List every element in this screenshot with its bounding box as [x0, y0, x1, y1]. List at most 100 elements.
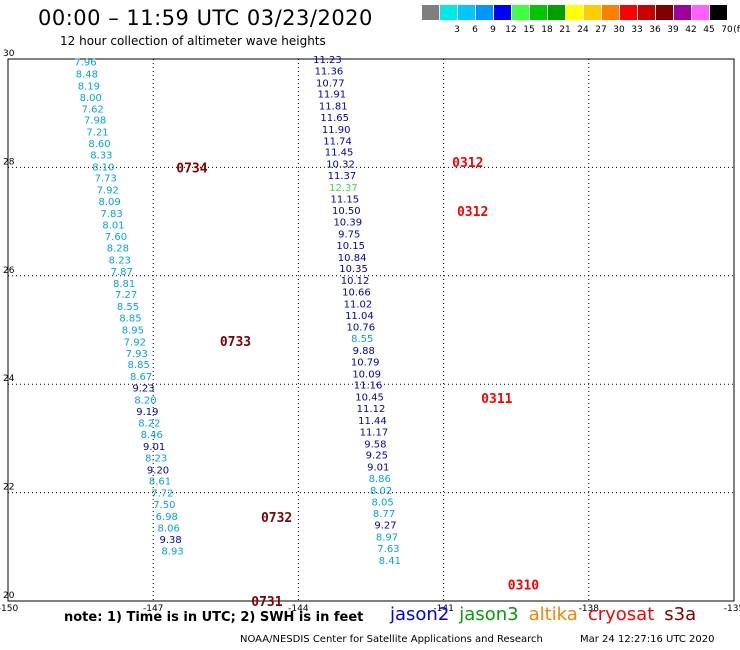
wave-height-value: 8.55: [351, 334, 373, 345]
wave-height-value: 8.86: [369, 474, 391, 485]
wave-height-value: 7.98: [84, 116, 106, 127]
satellite-cryosat: cryosat: [587, 604, 655, 625]
wave-height-value: 10.35: [339, 264, 368, 275]
wave-height-value: 10.84: [338, 253, 367, 264]
wave-height-value: 11.15: [331, 194, 360, 205]
wave-height-value: 8.23: [145, 453, 167, 464]
wave-height-value: 11.91: [317, 90, 346, 101]
wave-height-value: 11.37: [328, 171, 357, 182]
legend-swatch: [692, 5, 709, 20]
wave-height-value: 11.65: [320, 113, 349, 124]
wave-height-value: 7.92: [97, 186, 119, 197]
wave-height-value: 12.37: [329, 183, 358, 194]
wave-height-value: 7.92: [124, 337, 146, 348]
wave-height-value: 8.22: [138, 419, 160, 430]
wave-height-value: 11.12: [357, 404, 386, 415]
wave-height-value: 8.33: [90, 150, 112, 161]
wave-height-value: 8.28: [107, 244, 129, 255]
wave-height-value: 10.77: [316, 78, 345, 89]
legend-label: 27: [595, 25, 607, 35]
legend-swatch: [548, 5, 565, 20]
wave-height-value: 8.85: [119, 314, 141, 325]
legend-label: 70: [721, 25, 733, 35]
wave-height-value: 7.87: [111, 267, 133, 278]
wave-height-value: 10.79: [351, 357, 380, 368]
satellite-jason2: jason2: [390, 604, 450, 625]
wave-height-value: 7.96: [74, 58, 96, 69]
legend-swatch: [638, 5, 655, 20]
legend-swatch: [656, 5, 673, 20]
wave-height-value: 8.61: [149, 477, 171, 488]
pass-time-label: 0731: [251, 595, 282, 610]
pass-time-label: 0732: [261, 511, 292, 526]
satellite-jason3: jason3: [459, 604, 519, 625]
wave-height-value: 8.55: [117, 302, 139, 313]
wave-height-value: 9.25: [366, 451, 388, 462]
wave-height-value: 9.01: [143, 442, 165, 453]
wave-height-value: 10.09: [352, 369, 381, 380]
wave-height-value: 8.46: [141, 430, 163, 441]
wave-height-value: 7.27: [115, 290, 137, 301]
legend-label: 36: [649, 25, 661, 35]
wave-height-value: 8.01: [102, 220, 124, 231]
lat-tick-label: 28: [3, 157, 15, 167]
wave-height-value: 8.93: [161, 547, 183, 558]
wave-height-value: 10.66: [342, 288, 371, 299]
wave-height-value: 8.77: [373, 509, 395, 520]
legend-swatch: [530, 5, 547, 20]
wave-height-value: 8.23: [109, 256, 131, 267]
satellite-s3a: s3a: [664, 604, 697, 625]
wave-height-value: 8.19: [78, 82, 100, 93]
wave-height-value: 11.02: [344, 299, 373, 310]
wave-height-value: 8.81: [113, 279, 135, 290]
wave-height-value: 10.15: [336, 241, 365, 252]
map-title: 00:00 – 11:59 UTC 03/23/2020: [38, 6, 373, 30]
legend-unit: (ft): [733, 25, 740, 35]
legend-swatch: [422, 5, 439, 20]
wave-height-value: 8.00: [80, 93, 102, 104]
lon-tick-label: -141: [433, 604, 453, 614]
wave-height-value: 11.45: [325, 148, 354, 159]
legend-label: 21: [559, 25, 571, 35]
lat-tick-label: 24: [3, 374, 15, 384]
legend-swatch: [476, 5, 493, 20]
wave-height-value: 8.06: [158, 523, 180, 534]
wave-height-value: 8.60: [88, 139, 110, 150]
legend-swatch: [674, 5, 691, 20]
wave-height-value: 8.05: [371, 497, 393, 508]
legend-swatch: [584, 5, 601, 20]
wave-height-value: 11.74: [323, 136, 352, 147]
lon-tick-label: -135: [724, 604, 740, 614]
pass-time-label: 0312: [457, 205, 488, 220]
wave-height-value: 10.32: [326, 160, 355, 171]
wave-height-value: 8.41: [379, 556, 401, 567]
wave-height-value: 10.76: [347, 323, 376, 334]
wave-height-value: 7.60: [105, 232, 127, 243]
legend-swatch: [620, 5, 637, 20]
wave-height-value: 8.02: [370, 486, 392, 497]
wave-height-value: 11.90: [322, 125, 351, 136]
wave-height-value: 8.85: [128, 360, 150, 371]
wave-height-value: 8.09: [99, 197, 121, 208]
wave-height-value: 11.44: [358, 416, 387, 427]
legend-label: 15: [523, 25, 535, 35]
wave-height-value: 6.98: [156, 512, 178, 523]
lon-tick-label: -150: [0, 604, 18, 614]
timestamp: Mar 24 12:27:16 UTC 2020: [580, 634, 715, 645]
lat-tick-label: 30: [3, 49, 15, 59]
legend-swatch: [512, 5, 529, 20]
wave-height-value: 9.88: [353, 346, 375, 357]
wave-height-value: 9.23: [132, 383, 154, 394]
lon-tick-label: -138: [579, 604, 600, 614]
wave-height-value: 7.50: [153, 500, 175, 511]
wave-height-value: 10.39: [333, 218, 362, 229]
wave-height-value: 7.63: [377, 544, 399, 555]
map-subtitle: 12 hour collection of altimeter wave hei…: [60, 34, 326, 48]
wave-height-value: 7.83: [100, 209, 122, 220]
legend-label: 6: [472, 25, 478, 35]
map-frame: [7, 58, 735, 602]
wave-height-value: 8.20: [134, 395, 156, 406]
wave-height-value: 11.81: [319, 102, 348, 113]
lon-tick-label: -144: [288, 604, 309, 614]
wave-height-value: 7.93: [126, 349, 148, 360]
